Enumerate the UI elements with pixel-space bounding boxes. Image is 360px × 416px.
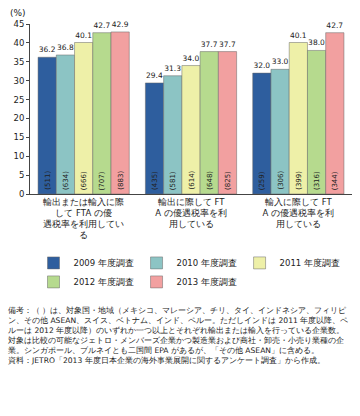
- svg-text:(306): (306): [277, 170, 285, 189]
- svg-text:輸出に際して FTA の優遇税率を利用している: 輸出に際して FTA の優遇税率を利用している: [155, 197, 227, 229]
- svg-text:35: 35: [13, 57, 24, 67]
- svg-text:37.7: 37.7: [219, 40, 236, 49]
- svg-text:(707): (707): [98, 171, 106, 190]
- svg-text:(511): (511): [44, 171, 52, 190]
- svg-text:(581): (581): [169, 171, 177, 190]
- svg-text:29.4: 29.4: [146, 71, 163, 80]
- svg-text:0: 0: [19, 189, 24, 199]
- svg-text:32.0: 32.0: [253, 61, 270, 70]
- svg-text:(634): (634): [62, 171, 70, 190]
- svg-text:30: 30: [13, 76, 24, 86]
- svg-text:37.7: 37.7: [201, 40, 218, 49]
- svg-text:31.3: 31.3: [164, 64, 181, 73]
- svg-text:2013 年度調査: 2013 年度調査: [177, 277, 237, 287]
- svg-text:(%): (%): [10, 8, 26, 18]
- svg-text:36.2: 36.2: [39, 45, 56, 54]
- svg-text:(435): (435): [151, 171, 159, 190]
- svg-text:(883): (883): [117, 171, 125, 190]
- svg-text:(614): (614): [188, 170, 196, 189]
- svg-text:(666): (666): [80, 171, 88, 190]
- svg-text:(825): (825): [224, 171, 232, 190]
- svg-text:34.0: 34.0: [183, 54, 200, 63]
- svg-text:40: 40: [13, 38, 24, 48]
- svg-text:(344): (344): [331, 171, 339, 190]
- svg-text:20: 20: [13, 113, 24, 123]
- svg-text:42.7: 42.7: [93, 21, 110, 30]
- svg-text:38.0: 38.0: [308, 38, 325, 47]
- svg-text:輸入に際して FTA の優遇税率を利用している: 輸入に際して FTA の優遇税率を利用している: [263, 197, 335, 229]
- svg-text:10: 10: [13, 151, 24, 161]
- svg-text:(259): (259): [258, 171, 266, 190]
- svg-text:42.7: 42.7: [326, 21, 343, 30]
- svg-text:(316): (316): [313, 171, 321, 190]
- svg-text:33.0: 33.0: [272, 57, 289, 66]
- svg-text:5: 5: [19, 170, 24, 180]
- svg-text:40.1: 40.1: [290, 31, 307, 40]
- svg-text:(648): (648): [206, 171, 214, 190]
- svg-text:2010 年度調査: 2010 年度調査: [177, 258, 237, 268]
- html-text:備考：（ ）は、対象国・地域（メキシコ、マレーシア、チリ、タ: 備考：（ ）は、対象国・地域（メキシコ、マレーシア、チリ、タイ、インドネシア、フ…: [8, 306, 349, 355]
- svg-text:25: 25: [13, 95, 24, 105]
- svg-text:15: 15: [13, 132, 24, 142]
- svg-text:40.1: 40.1: [75, 31, 92, 40]
- svg-text:45: 45: [13, 19, 24, 29]
- svg-text:36.8: 36.8: [57, 43, 74, 52]
- svg-text:(399): (399): [295, 171, 303, 190]
- html-text:資料：JETRO「2013 年度日本企業の海外事業展開に関す: 資料：JETRO「2013 年度日本企業の海外事業展開に関するアンケート調査」か…: [8, 356, 325, 365]
- svg-text:2011 年度調査: 2011 年度調査: [280, 258, 340, 268]
- svg-text:2012 年度調査: 2012 年度調査: [74, 277, 134, 287]
- svg-text:2009 年度調査: 2009 年度調査: [74, 258, 134, 268]
- svg-text:輸出または輸入に際して FTA の優遇税率を利用している: 輸出または輸入に際して FTA の優遇税率を利用している: [43, 197, 124, 240]
- svg-text:42.9: 42.9: [112, 20, 129, 29]
